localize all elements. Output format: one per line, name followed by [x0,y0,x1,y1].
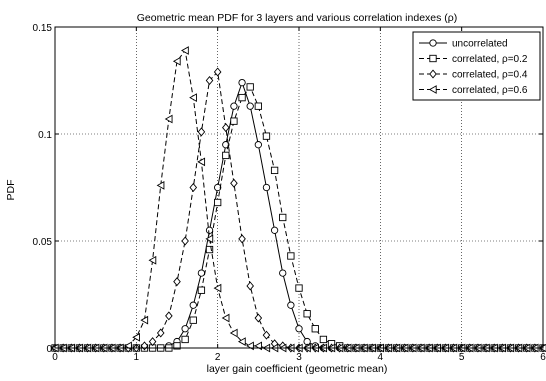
data-point [213,283,222,293]
data-point [295,325,303,333]
data-point [197,269,206,277]
data-point [165,311,173,321]
y-tick-label: 0.1 [38,130,52,141]
data-point [238,78,246,87]
data-point [213,67,222,77]
data-point [181,236,189,246]
data-point [197,157,206,167]
data-point [181,335,189,344]
series-line-uncorrelated [55,81,543,349]
data-point [164,114,173,124]
data-point [238,93,246,102]
data-point [173,342,181,350]
data-point [230,178,238,188]
data-point [230,102,238,110]
x-tick-label: 3 [296,352,302,363]
x-tick-label: 5 [459,352,465,363]
legend-label-correlated-0-4: correlated, ρ=0.4 [452,70,528,81]
data-point [205,76,214,85]
data-point [246,83,254,91]
data-point [319,335,328,344]
y-tick-label: 0 [46,344,52,355]
data-point [262,330,271,340]
legend: uncorrelated correlated, ρ=0.2 correlated,… [412,31,541,101]
data-point [279,269,287,277]
data-point [221,313,230,323]
legend-label-correlated-0-2: correlated, ρ=0.2 [452,54,528,65]
data-point [205,245,214,254]
data-point [189,301,197,309]
data-point [295,284,303,292]
data-point [172,56,181,66]
x-tick-label: 2 [215,352,221,363]
data-point [181,46,189,55]
data-point [140,341,149,351]
data-point [238,234,246,244]
data-point [214,198,222,207]
data-point [132,332,140,342]
data-point [230,117,238,125]
data-point [270,226,279,234]
data-point [181,325,189,333]
data-point [254,141,262,149]
chart-title: Geometric mean PDF for 3 layers and vari… [137,12,458,24]
x-tick-label: 1 [134,352,140,363]
y-tick-label: 0.15 [33,23,53,34]
data-point [156,328,165,338]
legend-label-correlated-0-6: correlated, ρ=0.6 [452,85,528,96]
data-point [173,277,181,287]
data-point [287,252,295,260]
data-point [303,310,311,318]
data-point [246,281,254,291]
data-point [246,102,254,110]
data-point [279,213,287,222]
y-axis-label: PDF [5,180,17,201]
data-point [270,166,279,175]
data-point [262,183,271,192]
axis-ticks: 0 1 2 3 4 5 6 0 0.05 0.1 0.15 [33,23,546,363]
data-point [205,226,214,234]
x-tick-label: 0 [52,352,58,363]
data-point [229,328,238,338]
data-point [197,286,206,294]
data-point [148,337,157,347]
data-point [262,132,271,140]
x-tick-label: 6 [540,352,546,363]
y-tick-label: 0.05 [33,237,53,248]
data-point [140,315,149,325]
data-point [205,234,214,244]
legend-marker-correlated-0-6 [428,85,437,94]
x-axis-label: layer gain coefficient (geometric mean) [207,363,388,375]
data-point [237,337,246,346]
data-point [214,183,222,192]
data-point [287,301,295,309]
legend-marker-correlated-0-2 [429,54,437,63]
data-point [222,151,230,160]
data-point [197,127,206,137]
legend-label-uncorrelated: uncorrelated [452,39,508,50]
data-point [222,123,230,133]
legend-marker-uncorrelated [429,39,437,47]
data-point [156,180,165,190]
data-point [222,141,230,149]
data-point [189,183,198,192]
data-point [254,313,263,323]
legend-marker-correlated-0-4 [429,69,437,79]
x-tick-label: 4 [378,352,384,363]
data-point [254,102,262,110]
data-point [189,316,197,324]
data-point [148,255,157,265]
data-point [189,93,197,102]
data-point [311,325,319,333]
